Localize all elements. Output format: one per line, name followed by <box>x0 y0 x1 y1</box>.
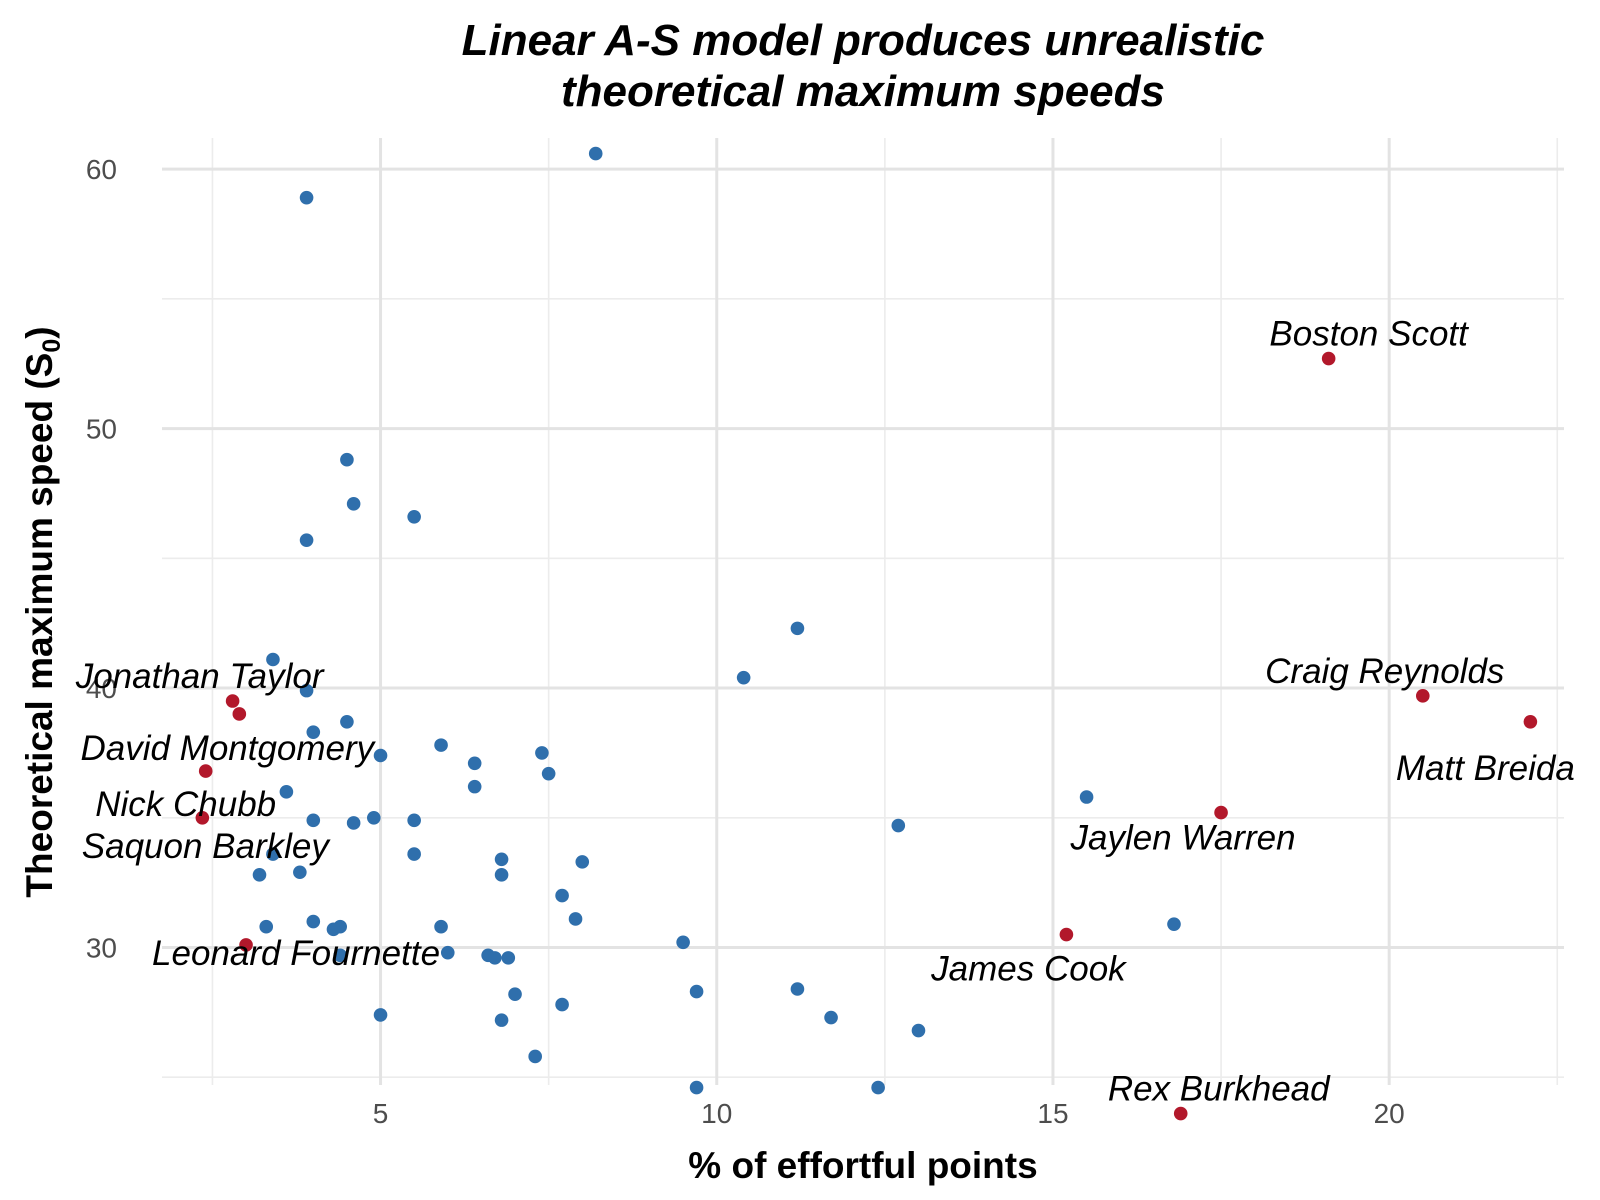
data-point <box>528 1049 542 1064</box>
highlight-point <box>1059 927 1074 942</box>
data-point <box>340 452 354 467</box>
data-point <box>306 914 321 929</box>
data-point <box>541 766 556 781</box>
data-point <box>824 1010 838 1025</box>
x-tick-label: 15 <box>1037 1098 1068 1129</box>
data-point <box>689 984 704 999</box>
data-point <box>1079 790 1094 804</box>
y-tick-label: 50 <box>86 414 117 445</box>
data-point <box>266 652 280 667</box>
data-point <box>689 1080 704 1095</box>
data-point <box>494 852 509 867</box>
data-point <box>501 951 516 965</box>
highlight-point <box>239 938 253 952</box>
data-point <box>346 497 361 511</box>
data-point <box>434 738 448 752</box>
x-tick-label: 5 <box>373 1098 389 1129</box>
data-point <box>871 1080 885 1095</box>
data-point <box>326 922 341 937</box>
point-label: Matt Breida <box>1396 749 1575 788</box>
chart-title: Linear A-S model produces unrealistic th… <box>462 16 1265 116</box>
point-label: David Montgomery <box>80 729 376 768</box>
data-point <box>440 945 455 960</box>
highlight-point <box>195 810 210 825</box>
data-point <box>1167 917 1181 931</box>
highlight-point <box>1415 689 1430 703</box>
point-labels: Boston Scott Craig Reynolds Matt Breida Jay… <box>75 315 1575 1109</box>
data-point <box>790 621 805 636</box>
chart-title-line-1: Linear A-S model produces unrealistic <box>462 16 1265 65</box>
highlight-point <box>232 707 247 721</box>
data-point <box>494 868 509 882</box>
data-point <box>494 1013 509 1027</box>
y-tick-label: 40 <box>86 673 117 704</box>
data-point <box>575 855 590 869</box>
data-point <box>373 748 388 763</box>
data-point <box>891 818 906 833</box>
data-point <box>299 533 314 547</box>
y-axis-ticks: 30 40 50 60 <box>86 154 117 963</box>
point-label: James Cook <box>930 950 1127 989</box>
data-point <box>279 785 294 799</box>
data-point <box>252 868 267 882</box>
data-point <box>259 919 274 934</box>
data-point <box>790 982 805 996</box>
data-point <box>676 935 690 950</box>
data-point <box>488 951 502 965</box>
y-axis-label-subscript: 0 <box>38 339 66 353</box>
point-label: Rex Burkhead <box>1108 1070 1331 1109</box>
data-point <box>407 813 421 828</box>
data-point <box>911 1023 926 1038</box>
chart-title-line-2: theoretical maximum speeds <box>561 67 1165 116</box>
x-axis-label: % of effortful points <box>688 1145 1037 1186</box>
data-point <box>340 714 354 729</box>
y-tick-label: 30 <box>86 932 117 963</box>
data-point <box>293 865 307 880</box>
data-point <box>535 746 549 760</box>
data-point <box>434 919 448 934</box>
data-point <box>467 756 482 771</box>
highlight-point <box>225 694 240 708</box>
y-axis-label-main: Theoretical maximum speed (S <box>19 353 60 898</box>
data-point <box>333 948 347 963</box>
y-axis-label-close: ) <box>19 326 60 338</box>
data-point <box>568 912 583 926</box>
point-label: Leonard Fournette <box>152 934 440 973</box>
data-points <box>195 146 1538 1121</box>
data-point <box>306 725 321 739</box>
highlight-point <box>198 764 213 778</box>
y-axis-label: Theoretical maximum speed (S0) <box>19 326 66 897</box>
data-point <box>299 190 314 205</box>
data-point <box>407 510 421 524</box>
grid-lines <box>162 138 1564 1085</box>
data-point <box>346 816 361 830</box>
data-point <box>266 847 280 861</box>
highlight-point <box>1321 351 1336 366</box>
point-label: Jaylen Warren <box>1070 819 1296 858</box>
data-point <box>508 987 522 1001</box>
data-point <box>367 810 381 825</box>
point-label: Craig Reynolds <box>1265 652 1504 691</box>
data-point <box>407 847 421 861</box>
x-axis-ticks: 5 10 15 20 <box>373 1098 1405 1129</box>
data-point <box>555 997 569 1012</box>
highlight-point <box>1523 714 1538 729</box>
point-label: Jonathan Taylor <box>75 657 325 696</box>
data-point <box>588 146 603 161</box>
y-tick-label: 60 <box>86 154 117 185</box>
point-label: Nick Chubb <box>95 785 276 824</box>
highlight-point <box>1173 1106 1188 1121</box>
point-label: Boston Scott <box>1269 315 1469 354</box>
x-tick-label: 10 <box>701 1098 732 1129</box>
x-tick-label: 20 <box>1374 1098 1405 1129</box>
highlight-point <box>1214 805 1228 820</box>
data-point <box>736 670 751 685</box>
data-point <box>306 813 321 828</box>
data-point <box>467 779 482 794</box>
point-label: Saquon Barkley <box>82 827 332 866</box>
data-point <box>373 1008 388 1022</box>
data-point <box>299 683 314 698</box>
data-point <box>555 888 569 903</box>
